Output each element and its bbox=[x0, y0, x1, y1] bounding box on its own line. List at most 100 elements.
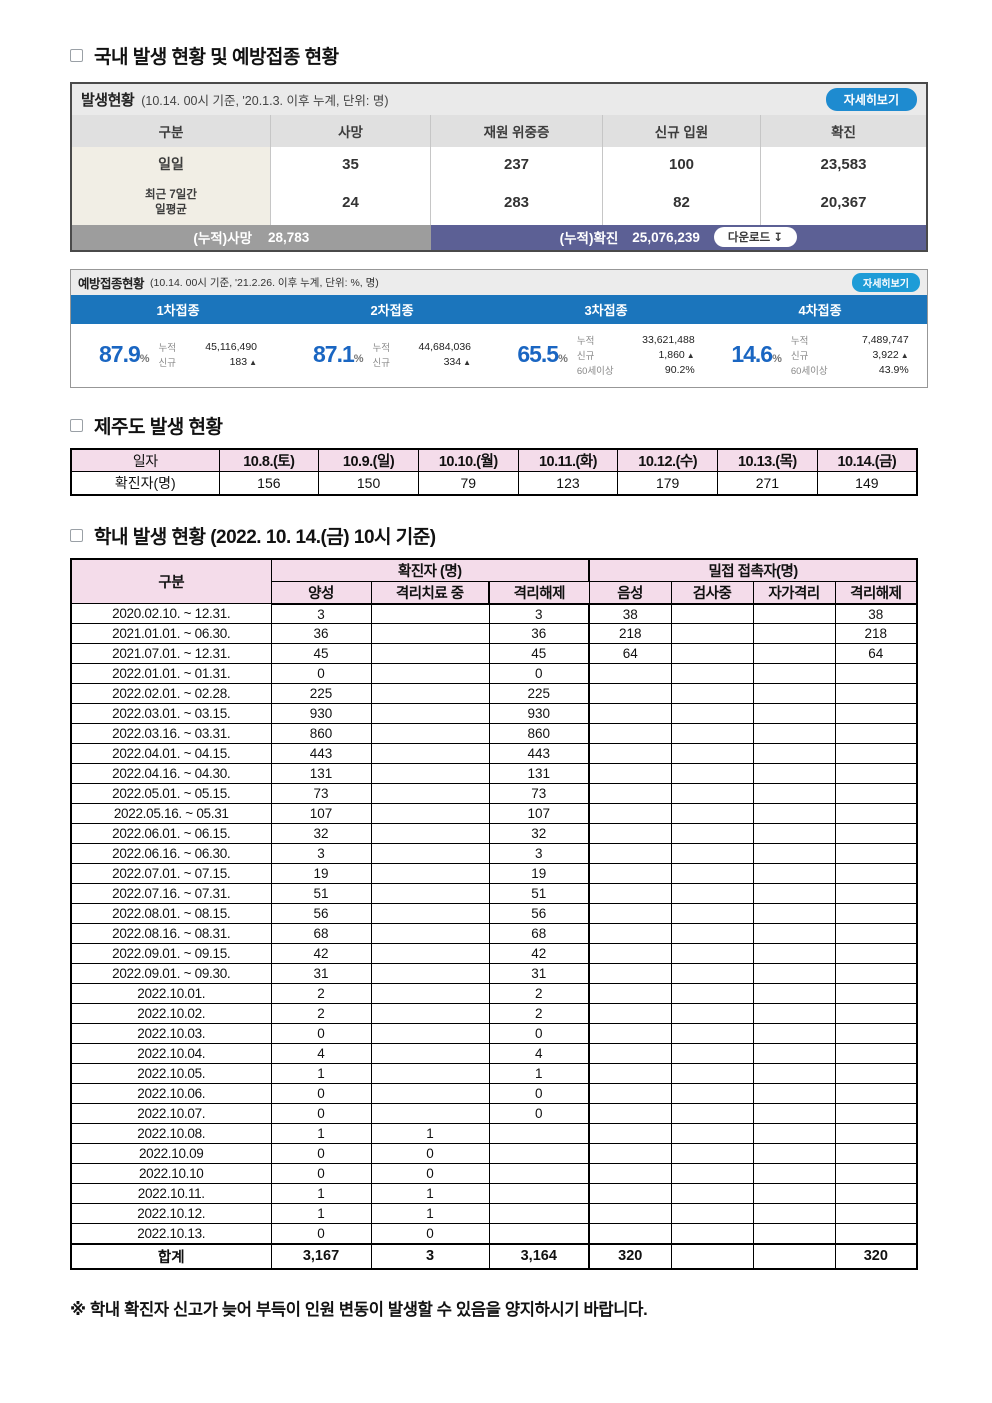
testing-cell bbox=[670, 1183, 754, 1205]
released-cell: 1 bbox=[488, 1063, 590, 1085]
testing-cell bbox=[670, 863, 754, 885]
jeju-value-cell: 149 bbox=[816, 471, 918, 496]
weekavg-confirmed: 20,367 bbox=[760, 181, 926, 225]
released-cell: 225 bbox=[488, 683, 590, 705]
period-cell: 2022.10.05. bbox=[70, 1063, 272, 1085]
testing-cell bbox=[670, 763, 754, 785]
negative-cell bbox=[588, 1223, 672, 1245]
total-row: 합계 3,167 3 3,164 320 320 bbox=[70, 1242, 918, 1270]
contact-released-cell bbox=[834, 823, 918, 845]
positive-cell: 0 bbox=[270, 663, 372, 685]
contact-released-cell: 64 bbox=[834, 643, 918, 665]
dose3-senior: 90.2% bbox=[664, 363, 695, 376]
in-treatment-cell bbox=[370, 743, 490, 765]
daily-admit: 100 bbox=[602, 147, 760, 181]
testing-cell bbox=[670, 963, 754, 985]
occurrence-footer: (누적)사망 28,783 (누적)확진 25,076,239 다운로드 ↧ bbox=[72, 224, 926, 250]
period-cell: 2022.04.01. ~ 04.15. bbox=[70, 743, 272, 765]
contact-released-cell bbox=[834, 1203, 918, 1225]
period-cell: 2022.01.01. ~ 01.31. bbox=[70, 663, 272, 685]
contact-released-cell bbox=[834, 1123, 918, 1145]
dose4-header: 4차접종 bbox=[798, 302, 842, 318]
testing-cell bbox=[670, 883, 754, 905]
period-cell: 2022.10.06. bbox=[70, 1083, 272, 1105]
in-treatment-cell bbox=[370, 1063, 490, 1085]
contact-released-cell bbox=[834, 963, 918, 985]
testing-cell bbox=[670, 1203, 754, 1225]
table-row: 2021.07.01. ~ 12.31. 45 45 64 64 bbox=[70, 643, 918, 665]
in-treatment-cell bbox=[370, 843, 490, 865]
released-cell: 0 bbox=[488, 1103, 590, 1125]
positive-cell: 0 bbox=[270, 1163, 372, 1185]
school-subcolumn-header: 음성 bbox=[588, 580, 672, 605]
released-cell: 56 bbox=[488, 903, 590, 925]
contact-released-cell bbox=[834, 923, 918, 945]
table-row: 2022.09.01. ~ 09.30. 31 31 bbox=[70, 963, 918, 985]
page: 국내 발생 현황 및 예방접종 현황 발생현황 (10.14. 00시 기준, … bbox=[70, 47, 928, 1319]
released-cell: 0 bbox=[488, 1083, 590, 1105]
positive-cell: 107 bbox=[270, 803, 372, 825]
self-quarantine-cell bbox=[752, 803, 836, 825]
total-testing bbox=[670, 1242, 754, 1270]
table-row: 2022.10.05. 1 1 bbox=[70, 1063, 918, 1085]
positive-cell: 443 bbox=[270, 743, 372, 765]
detail-view-button[interactable]: 자세히보기 bbox=[825, 88, 917, 111]
occurrence-titlebar: 발생현황 (10.14. 00시 기준, '20.1.3. 이후 누계, 단위:… bbox=[72, 84, 926, 115]
self-quarantine-cell bbox=[752, 983, 836, 1005]
negative-cell bbox=[588, 1083, 672, 1105]
col-header-gubun: 구분 bbox=[70, 558, 272, 605]
in-treatment-cell bbox=[370, 683, 490, 705]
up-arrow-icon: ▲ bbox=[900, 350, 909, 360]
negative-cell bbox=[588, 743, 672, 765]
occurrence-subtitle: (10.14. 00시 기준, '20.1.3. 이후 누계, 단위: 명) bbox=[141, 94, 389, 108]
released-cell: 31 bbox=[488, 963, 590, 985]
negative-cell bbox=[588, 1203, 672, 1225]
testing-cell bbox=[670, 663, 754, 685]
testing-cell bbox=[670, 703, 754, 725]
in-treatment-cell bbox=[370, 763, 490, 785]
total-self-quarantine bbox=[752, 1242, 836, 1270]
period-cell: 2022.04.16. ~ 04.30. bbox=[70, 763, 272, 785]
in-treatment-cell bbox=[370, 703, 490, 725]
released-cell bbox=[488, 1203, 590, 1225]
total-positive: 3,167 bbox=[270, 1242, 372, 1270]
testing-cell bbox=[670, 1063, 754, 1085]
released-cell: 4 bbox=[488, 1043, 590, 1065]
in-treatment-cell bbox=[370, 623, 490, 645]
self-quarantine-cell bbox=[752, 783, 836, 805]
table-row: 2022.04.16. ~ 04.30. 131 131 bbox=[70, 763, 918, 785]
testing-cell bbox=[670, 1143, 754, 1165]
self-quarantine-cell bbox=[752, 1083, 836, 1105]
period-cell: 2022.10.10 bbox=[70, 1163, 272, 1185]
in-treatment-cell bbox=[370, 1003, 490, 1025]
positive-cell: 0 bbox=[270, 1023, 372, 1045]
daily-death: 35 bbox=[270, 147, 430, 181]
in-treatment-cell bbox=[370, 903, 490, 925]
positive-cell: 2 bbox=[270, 983, 372, 1005]
col-header-confirmed: 확진 bbox=[760, 115, 926, 147]
contact-released-cell bbox=[834, 683, 918, 705]
download-button[interactable]: 다운로드 ↧ bbox=[713, 227, 798, 248]
released-cell: 443 bbox=[488, 743, 590, 765]
table-row: 2022.07.01. ~ 07.15. 19 19 bbox=[70, 863, 918, 885]
positive-cell: 860 bbox=[270, 723, 372, 745]
released-cell bbox=[488, 1183, 590, 1205]
vaccination-detail-button[interactable]: 자세히보기 bbox=[852, 272, 920, 292]
weekavg-admit: 82 bbox=[602, 181, 760, 225]
period-cell: 2022.03.16. ~ 03.31. bbox=[70, 723, 272, 745]
period-cell: 2022.02.01. ~ 02.28. bbox=[70, 683, 272, 705]
positive-cell: 56 bbox=[270, 903, 372, 925]
download-icon: ↧ bbox=[773, 232, 784, 245]
released-cell: 3 bbox=[488, 603, 590, 625]
col-group-confirmed: 확진자 (명) bbox=[270, 558, 590, 582]
section2-title-text: 제주도 발생 현황 bbox=[94, 416, 223, 438]
self-quarantine-cell bbox=[752, 1143, 836, 1165]
negative-cell bbox=[588, 823, 672, 845]
section-title-school: 학내 발생 현황 (2022. 10. 14.(금) 10시 기준) bbox=[70, 522, 922, 549]
contact-released-cell bbox=[834, 863, 918, 885]
dose4-new: 3,922 bbox=[872, 348, 899, 361]
positive-cell: 31 bbox=[270, 963, 372, 985]
self-quarantine-cell bbox=[752, 1043, 836, 1065]
self-quarantine-cell bbox=[752, 1003, 836, 1025]
self-quarantine-cell bbox=[752, 963, 836, 985]
